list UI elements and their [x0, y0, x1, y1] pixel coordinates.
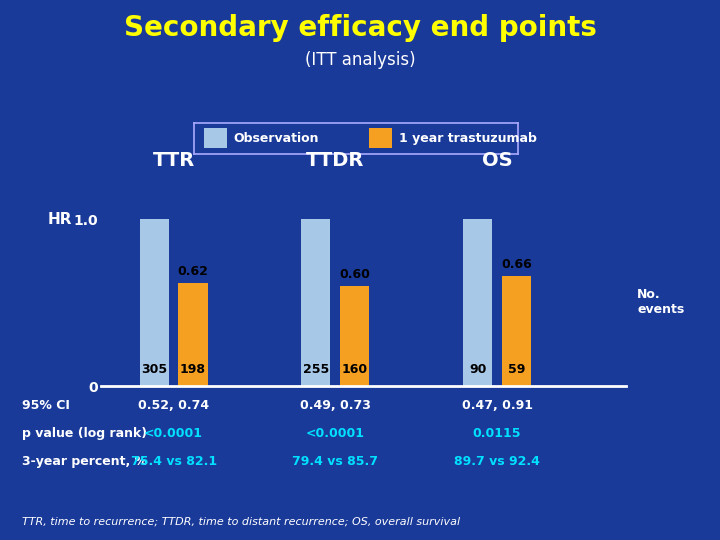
Text: 3-year percent, %: 3-year percent, % [22, 455, 147, 468]
Text: 0.60: 0.60 [339, 268, 370, 281]
Bar [502, 276, 531, 386]
Text: 0.47, 0.91: 0.47, 0.91 [462, 399, 533, 411]
Bar [463, 219, 492, 386]
Bar [179, 282, 207, 386]
Text: 160: 160 [342, 363, 368, 376]
Text: 75.4 vs 82.1: 75.4 vs 82.1 [130, 455, 217, 468]
Text: HR: HR [48, 212, 72, 227]
Text: p value (log rank): p value (log rank) [22, 427, 147, 440]
Text: 1 year trastuzumab: 1 year trastuzumab [399, 132, 536, 145]
Text: TTDR: TTDR [306, 151, 364, 170]
Text: 79.4 vs 85.7: 79.4 vs 85.7 [292, 455, 378, 468]
Text: 59: 59 [508, 363, 525, 376]
Text: Secondary efficacy end points: Secondary efficacy end points [124, 14, 596, 42]
Text: 0.0115: 0.0115 [473, 427, 521, 440]
Text: 198: 198 [180, 363, 206, 376]
Text: Observation: Observation [233, 132, 319, 145]
Text: <0.0001: <0.0001 [306, 427, 365, 440]
Text: TTR, time to recurrence; TTDR, time to distant recurrence; OS, overall survival: TTR, time to recurrence; TTDR, time to d… [22, 516, 460, 526]
Bar [302, 219, 330, 386]
Text: TTR: TTR [153, 151, 194, 170]
Text: <0.0001: <0.0001 [144, 427, 203, 440]
Text: (ITT analysis): (ITT analysis) [305, 51, 415, 69]
Text: 305: 305 [141, 363, 167, 376]
Bar [369, 128, 392, 148]
Text: 255: 255 [303, 363, 329, 376]
Text: No.
events: No. events [637, 288, 685, 316]
Text: 89.7 vs 92.4: 89.7 vs 92.4 [454, 455, 540, 468]
Text: OS: OS [482, 151, 513, 170]
Text: 0.52, 0.74: 0.52, 0.74 [138, 399, 209, 411]
Text: 90: 90 [469, 363, 486, 376]
Bar [204, 128, 227, 148]
Bar [340, 286, 369, 386]
Text: 95% CI: 95% CI [22, 399, 69, 411]
Text: 0.62: 0.62 [178, 265, 208, 278]
Text: 0.49, 0.73: 0.49, 0.73 [300, 399, 371, 411]
Text: 0.66: 0.66 [501, 258, 532, 271]
Bar [140, 219, 168, 386]
